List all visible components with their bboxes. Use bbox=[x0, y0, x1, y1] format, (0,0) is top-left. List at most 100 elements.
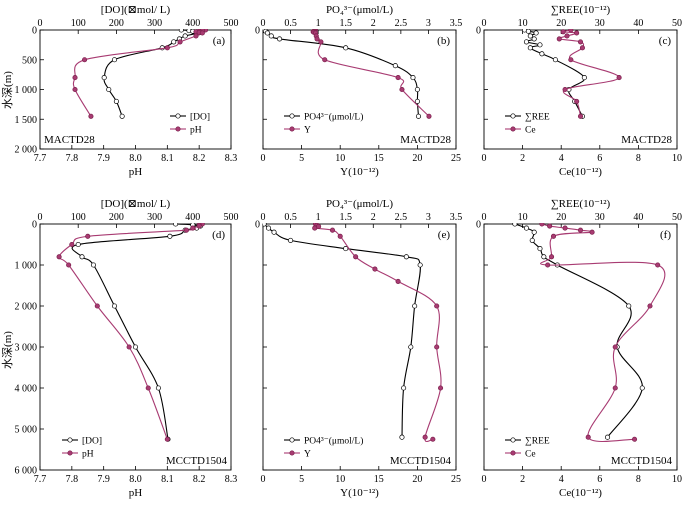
top-tick-label: 500 bbox=[224, 18, 239, 29]
top-tick-label: 0 bbox=[261, 212, 266, 223]
data-point bbox=[82, 57, 88, 63]
data-point bbox=[329, 227, 336, 233]
top-tick-label: 3 bbox=[426, 18, 431, 29]
data-point bbox=[537, 246, 543, 252]
top-tick-label: 10 bbox=[518, 212, 528, 223]
top-tick-label: 400 bbox=[185, 212, 200, 223]
top-tick-label: 100 bbox=[71, 212, 86, 223]
data-point bbox=[539, 223, 545, 227]
bottom-tick-label: 8.0 bbox=[129, 153, 142, 164]
data-point bbox=[353, 254, 359, 260]
series-black bbox=[263, 223, 423, 440]
legend-marker bbox=[67, 450, 73, 456]
panel-c: 0 10 20 30 40 50 0 2 4 6 8 10 0 ∑REE(10⁻¹²) Ce(10⁻¹²) (… bbox=[476, 4, 682, 178]
data-point bbox=[525, 29, 531, 34]
legend-marker bbox=[510, 126, 516, 132]
bottom-tick-label: 0 bbox=[261, 474, 266, 485]
data-point bbox=[410, 75, 416, 81]
top-tick-label: 2.5 bbox=[395, 18, 408, 29]
bottom-tick-label: 15 bbox=[374, 153, 384, 164]
bottom-tick-label: 8.2 bbox=[193, 153, 206, 164]
depth-tick-label: 500 bbox=[22, 55, 37, 66]
data-point bbox=[190, 225, 196, 231]
data-point bbox=[412, 303, 418, 309]
bottom-tick-label: 20 bbox=[412, 153, 422, 164]
data-point bbox=[529, 237, 535, 243]
data-point bbox=[263, 223, 267, 227]
bottom-tick-label: 7.8 bbox=[66, 153, 79, 164]
data-point bbox=[401, 385, 407, 391]
data-point bbox=[438, 385, 444, 391]
legend-label: Y bbox=[304, 450, 311, 460]
top-tick-label: 30 bbox=[595, 18, 605, 29]
depth-tick-label: 0 bbox=[32, 26, 37, 37]
bottom-tick-label: 8.0 bbox=[129, 474, 142, 485]
legend-label: [DO] bbox=[190, 113, 210, 123]
data-point bbox=[94, 303, 100, 309]
panel-f: 0 10 20 30 40 50 0 2 4 6 8 10 0 ∑REE(10⁻¹²) Ce(10⁻¹²) (… bbox=[476, 198, 682, 499]
panel-a: 0 100 200 300 400 500 7.7 7.8 7.9 8.0 8.1 8.2 8.3 0 50… bbox=[15, 4, 239, 178]
panel-b: 0 0.5 1 1.5 2 2.5 3 3.5 0 5 10 15 20 25 0 PO₄³⁻(μmol/L)… bbox=[255, 4, 462, 178]
data-point bbox=[512, 223, 518, 227]
data-point bbox=[268, 33, 274, 39]
data-point bbox=[577, 39, 584, 45]
data-point bbox=[288, 237, 294, 243]
data-point bbox=[539, 51, 545, 57]
data-point bbox=[604, 434, 611, 440]
data-point bbox=[547, 223, 553, 229]
top-tick-label: 50 bbox=[672, 18, 682, 29]
panel-d: 0 100 200 300 400 500 7.7 7.8 7.9 8.0 8.1 8.2 8.3 0 1 … bbox=[15, 198, 239, 499]
data-point bbox=[343, 246, 349, 252]
bottom-axis-label: Ce(10⁻¹²) bbox=[559, 166, 602, 178]
data-point bbox=[79, 254, 85, 260]
legend-marker bbox=[289, 113, 295, 119]
series-line bbox=[514, 223, 643, 438]
legend-marker bbox=[175, 126, 181, 132]
bottom-tick-label: 0 bbox=[261, 153, 266, 164]
top-tick-label: 3.5 bbox=[450, 18, 463, 29]
data-point bbox=[434, 344, 440, 350]
depth-tick-label: 0 bbox=[476, 26, 481, 37]
top-tick-label: 0.5 bbox=[284, 212, 297, 223]
data-point bbox=[612, 385, 618, 391]
data-point bbox=[199, 30, 205, 36]
data-point bbox=[113, 98, 119, 104]
panel-label: (b) bbox=[437, 35, 450, 47]
legend-marker bbox=[67, 437, 73, 443]
series-line bbox=[312, 29, 430, 117]
data-point bbox=[626, 303, 632, 309]
data-point bbox=[585, 434, 591, 440]
data-point bbox=[196, 223, 202, 229]
legend-label: ∑REE bbox=[525, 113, 550, 123]
data-point bbox=[72, 75, 78, 81]
top-tick-label: 100 bbox=[71, 18, 86, 29]
data-point bbox=[548, 254, 555, 260]
data-point bbox=[550, 233, 557, 239]
top-tick-label: 3.5 bbox=[450, 212, 463, 223]
bottom-tick-label: 25 bbox=[451, 153, 461, 164]
bottom-tick-label: 8 bbox=[636, 153, 641, 164]
data-point bbox=[417, 262, 423, 268]
data-point bbox=[177, 39, 183, 45]
top-tick-label: 0 bbox=[38, 212, 43, 223]
bottom-tick-label: 5 bbox=[299, 474, 304, 485]
top-tick-label: 300 bbox=[147, 212, 162, 223]
bottom-axis-label: pH bbox=[129, 166, 143, 178]
data-point bbox=[314, 36, 320, 42]
bottom-tick-label: 8.3 bbox=[225, 153, 238, 164]
data-point bbox=[399, 86, 405, 93]
series-magenta bbox=[72, 29, 209, 119]
bottom-tick-label: 0 bbox=[482, 474, 487, 485]
series-black bbox=[263, 29, 422, 119]
data-point bbox=[111, 303, 118, 309]
bottom-tick-label: 8.3 bbox=[225, 474, 238, 485]
data-point bbox=[56, 254, 62, 260]
top-axis-label: ∑REE(10⁻¹²) bbox=[551, 198, 611, 210]
bottom-tick-label: 7.8 bbox=[66, 474, 79, 485]
depth-tick-label: 0 bbox=[255, 26, 260, 37]
data-point bbox=[264, 30, 270, 36]
depth-tick-label: 4 000 bbox=[15, 384, 38, 395]
bottom-tick-label: 4 bbox=[559, 153, 564, 164]
data-point bbox=[265, 225, 272, 231]
data-point bbox=[322, 57, 328, 63]
